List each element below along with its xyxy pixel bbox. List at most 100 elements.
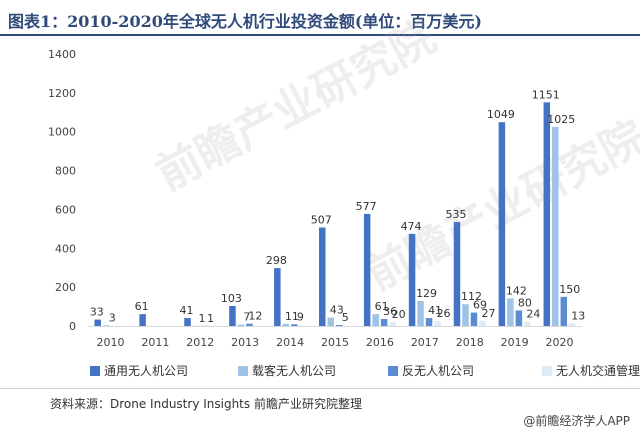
bar-1-2011 bbox=[139, 314, 146, 326]
data-labels: 33 361 411 11037122981195074355776136204741… bbox=[90, 88, 586, 324]
data-label: 298 bbox=[266, 254, 287, 267]
legend-swatch bbox=[388, 366, 398, 376]
data-label: 43 bbox=[330, 304, 344, 317]
data-label: 5 bbox=[342, 311, 349, 324]
bar-1-2013 bbox=[229, 305, 236, 326]
x-tick-label: 2019 bbox=[501, 336, 529, 349]
x-tick-label: 2018 bbox=[456, 336, 484, 349]
x-tick-label: 2011 bbox=[141, 336, 169, 349]
bar-2-2015 bbox=[327, 317, 334, 326]
brand-credit: @前瞻经济学人APP bbox=[523, 414, 630, 428]
x-tick-label: 2015 bbox=[321, 336, 349, 349]
footer-divider bbox=[0, 388, 640, 389]
bar-1-2018 bbox=[453, 222, 461, 326]
data-label: 1 bbox=[207, 312, 214, 325]
y-axis: 0 200 400 600 800 1000 1200 1400 bbox=[48, 48, 76, 333]
bar-4-2016 bbox=[389, 322, 396, 326]
y-tick-label: 600 bbox=[55, 203, 76, 216]
x-axis: 2010 2011 2012 2013 2014 2015 2016 2017 2018 2019… bbox=[88, 326, 582, 349]
bar-2-2010 bbox=[102, 325, 110, 327]
bar-3-2014 bbox=[291, 324, 298, 326]
data-label: 1025 bbox=[547, 113, 575, 126]
data-label: 9 bbox=[297, 310, 304, 323]
bar-3-2015 bbox=[336, 325, 343, 326]
y-tick-label: 800 bbox=[55, 165, 76, 178]
data-label: 12 bbox=[248, 310, 262, 323]
x-tick-label: 2020 bbox=[546, 336, 574, 349]
data-label: 61 bbox=[375, 300, 389, 313]
data-label: 7 bbox=[243, 311, 250, 324]
title-divider bbox=[0, 34, 640, 36]
x-tick-label: 2010 bbox=[96, 336, 124, 349]
data-label: 41 bbox=[428, 304, 442, 317]
y-tick-label: 1400 bbox=[48, 48, 76, 61]
data-label: 41 bbox=[180, 304, 194, 317]
data-label: 80 bbox=[518, 296, 532, 309]
y-tick-label: 1200 bbox=[48, 87, 76, 100]
x-tick-label: 2014 bbox=[276, 336, 304, 349]
source-note: 资料来源：Drone Industry Insights 前瞻产业研究院整理 bbox=[50, 397, 362, 411]
data-label: 20 bbox=[392, 308, 406, 321]
bar-2-2020 bbox=[552, 126, 559, 326]
data-label: 1151 bbox=[532, 88, 560, 101]
bar-4-2020 bbox=[569, 323, 576, 326]
bar-1-2020 bbox=[543, 102, 551, 327]
bar-1-2017 bbox=[408, 233, 416, 326]
data-label: 129 bbox=[416, 287, 437, 300]
x-tick-label: 2017 bbox=[411, 336, 439, 349]
y-tick-label: 1000 bbox=[48, 126, 76, 139]
data-label: 61 bbox=[135, 300, 149, 313]
data-label: 535 bbox=[445, 208, 466, 221]
legend-swatch bbox=[542, 366, 552, 376]
bar-1-2010 bbox=[94, 319, 101, 326]
bar-1-2014 bbox=[274, 268, 281, 326]
bar-2-2017 bbox=[417, 300, 424, 326]
data-label: 26 bbox=[437, 307, 451, 320]
bar-4-2019 bbox=[524, 321, 531, 326]
legend-item: 反无人机公司 bbox=[388, 362, 474, 379]
bar-4-2017 bbox=[434, 320, 441, 326]
bar-1-2015 bbox=[319, 227, 326, 326]
data-label: 3 bbox=[109, 311, 116, 324]
legend-item: 通用无人机公司 bbox=[90, 362, 188, 379]
bar-2-2013 bbox=[237, 324, 245, 326]
bar-1-2012 bbox=[184, 318, 191, 326]
bar-2-2018 bbox=[462, 304, 469, 326]
bar-3-2020 bbox=[560, 296, 568, 326]
bar-3-2013 bbox=[246, 323, 253, 326]
data-label: 24 bbox=[526, 307, 540, 320]
y-tick-label: 400 bbox=[55, 242, 76, 255]
bar-3-2019 bbox=[515, 310, 523, 326]
data-label: 27 bbox=[481, 307, 495, 320]
data-label: 69 bbox=[473, 299, 487, 312]
data-label: 33 bbox=[90, 306, 104, 319]
data-label: 507 bbox=[311, 213, 332, 226]
bar-4-2018 bbox=[479, 320, 486, 326]
data-label: 150 bbox=[559, 283, 580, 296]
x-tick-label: 2016 bbox=[366, 336, 394, 349]
data-label: 577 bbox=[356, 200, 377, 213]
chart-title: 图表1：2010-2020年全球无人机行业投资金额(单位：百万美元) bbox=[8, 12, 482, 31]
title-bar: 图表1：2010-2020年全球无人机行业投资金额(单位：百万美元) bbox=[0, 0, 640, 36]
y-tick-label: 200 bbox=[55, 281, 76, 294]
bar-2-2014 bbox=[282, 323, 290, 326]
data-label: 112 bbox=[461, 290, 482, 303]
legend-item: 无人机交通管理公司 bbox=[542, 362, 640, 379]
data-label: 11 bbox=[285, 310, 299, 323]
legend-label: 通用无人机公司 bbox=[104, 364, 189, 378]
bar-3-2016 bbox=[380, 319, 388, 326]
bar-2-2019 bbox=[507, 298, 514, 326]
bar-3-2017 bbox=[425, 318, 433, 326]
bar-3-2018 bbox=[470, 312, 478, 326]
y-tick-label: 0 bbox=[69, 320, 76, 333]
legend-label: 反无人机公司 bbox=[402, 364, 475, 378]
x-tick-label: 2013 bbox=[231, 336, 259, 349]
data-label: 13 bbox=[571, 309, 585, 322]
legend-swatch bbox=[90, 366, 100, 376]
data-label: 142 bbox=[506, 284, 527, 297]
data-label: 103 bbox=[221, 292, 242, 305]
legend-item: 载客无人机公司 bbox=[238, 362, 336, 379]
bars bbox=[94, 102, 576, 327]
legend-label: 无人机交通管理公司 bbox=[556, 364, 640, 378]
